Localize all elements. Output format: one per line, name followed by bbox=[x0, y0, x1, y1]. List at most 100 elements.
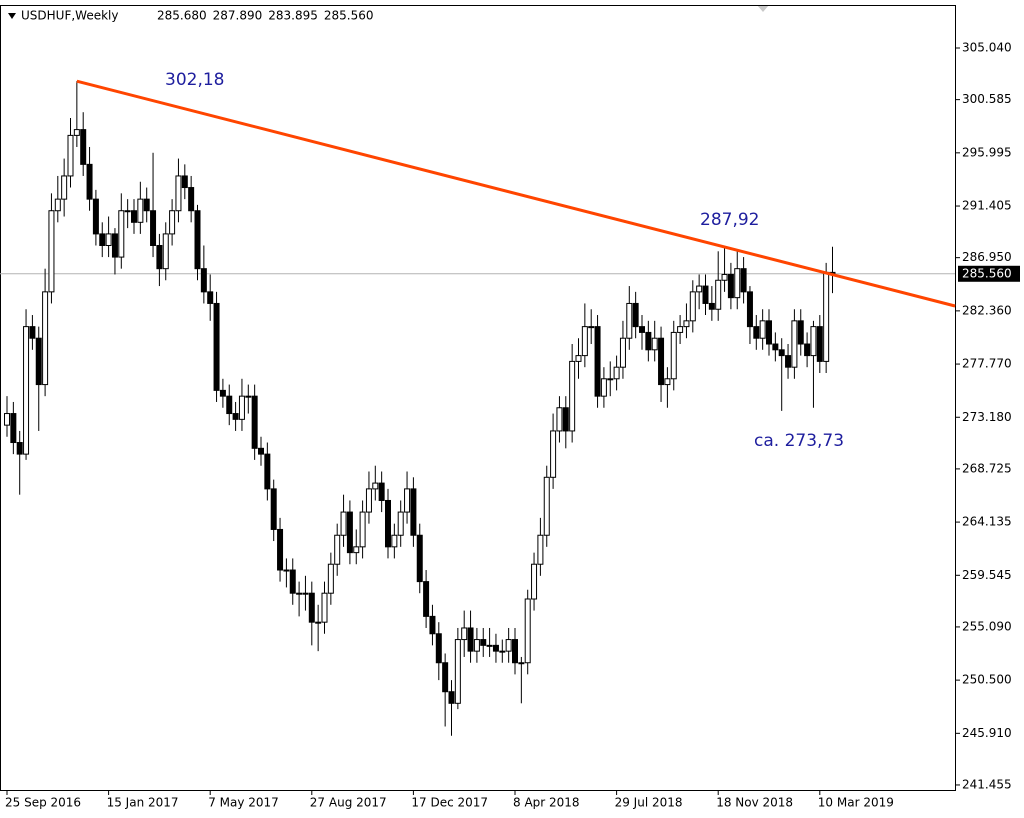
candle-body bbox=[321, 592, 328, 623]
candle-body bbox=[238, 395, 245, 420]
candle-body bbox=[537, 534, 544, 565]
candle-body bbox=[207, 291, 214, 304]
candle-body bbox=[42, 291, 49, 386]
candle-body bbox=[169, 210, 176, 235]
candle-body bbox=[270, 488, 277, 530]
candle-body bbox=[416, 534, 423, 583]
candle-body bbox=[785, 355, 792, 368]
y-tick-label: 250.500 bbox=[962, 673, 1012, 687]
candle-body bbox=[626, 302, 633, 339]
x-tick-label: 7 May 2017 bbox=[208, 796, 279, 810]
candle-body bbox=[708, 302, 715, 310]
candle-body bbox=[67, 134, 74, 177]
candle-body bbox=[35, 337, 42, 386]
candle-body bbox=[219, 389, 226, 397]
candle-body bbox=[670, 331, 677, 380]
x-tick-label: 25 Sep 2016 bbox=[5, 796, 81, 810]
candle-body bbox=[791, 320, 798, 368]
candle-body bbox=[569, 360, 576, 432]
symbol-menu-arrow[interactable] bbox=[8, 13, 16, 19]
candle-body bbox=[429, 615, 436, 635]
candle-body bbox=[48, 210, 55, 293]
candle-body bbox=[816, 326, 823, 362]
candle-body bbox=[797, 320, 804, 345]
candle-body bbox=[575, 355, 582, 362]
candle-body bbox=[619, 337, 626, 368]
trendline bbox=[76, 79, 956, 308]
candle-body bbox=[150, 210, 157, 246]
candle-body bbox=[258, 447, 264, 455]
candle-body bbox=[353, 546, 360, 554]
candle-body bbox=[99, 233, 106, 246]
candle-body bbox=[4, 413, 10, 426]
candle-body bbox=[289, 569, 296, 594]
candle-body bbox=[334, 534, 341, 565]
y-tick-label: 305.040 bbox=[962, 40, 1012, 54]
candle-body bbox=[823, 271, 830, 362]
candle-body bbox=[766, 320, 772, 345]
candle-body bbox=[410, 488, 417, 536]
candle-body bbox=[365, 488, 372, 513]
candle-body bbox=[600, 378, 607, 397]
annotation: 302,18 bbox=[165, 70, 224, 90]
candle-body bbox=[200, 268, 207, 293]
y-tick-label: 291.405 bbox=[962, 199, 1012, 213]
candle-body bbox=[753, 326, 760, 339]
candle-body bbox=[518, 662, 525, 665]
candle-body bbox=[378, 482, 385, 501]
candle-body bbox=[499, 650, 506, 653]
candle-body bbox=[73, 129, 80, 136]
candle-body bbox=[80, 129, 87, 165]
candle-body bbox=[454, 639, 461, 704]
plot-frame bbox=[0, 5, 956, 791]
candle-body bbox=[721, 273, 728, 281]
candle-body bbox=[702, 285, 709, 304]
candle-body bbox=[531, 563, 538, 600]
candle-body bbox=[188, 187, 195, 212]
candle-body bbox=[194, 210, 201, 270]
candle-body bbox=[124, 210, 131, 213]
candle-body bbox=[448, 691, 455, 704]
candle-body bbox=[61, 175, 68, 200]
candle-body bbox=[264, 453, 271, 490]
candle-body bbox=[232, 413, 239, 420]
candle-body bbox=[29, 326, 36, 339]
candle-body bbox=[550, 430, 557, 478]
x-tick-label: 10 Mar 2019 bbox=[818, 796, 894, 810]
x-tick-label: 8 Apr 2018 bbox=[513, 796, 580, 810]
header-value: 283.895 bbox=[268, 9, 318, 23]
y-tick-label: 268.725 bbox=[962, 461, 1012, 475]
candle-body bbox=[391, 534, 398, 548]
candle-body bbox=[461, 627, 468, 641]
candle-body bbox=[340, 511, 347, 536]
candle-body bbox=[562, 407, 569, 432]
candle-body bbox=[696, 285, 703, 293]
candle-body bbox=[404, 488, 411, 513]
candle-body bbox=[346, 511, 353, 554]
y-tick-label: 277.770 bbox=[962, 357, 1012, 371]
y-tick-label: 264.135 bbox=[962, 515, 1012, 529]
candle-body bbox=[505, 639, 512, 652]
candle-body bbox=[372, 482, 379, 490]
candle-body bbox=[715, 279, 722, 310]
candle-body bbox=[613, 366, 620, 380]
candle-body bbox=[327, 563, 334, 594]
candle-body bbox=[759, 320, 766, 339]
ohlc-header: 285.680 287.890 283.895 285.560 bbox=[157, 9, 374, 23]
candle-body bbox=[588, 326, 595, 329]
candle-body bbox=[607, 378, 614, 381]
candle-body bbox=[740, 268, 747, 293]
candle-body bbox=[632, 302, 639, 328]
x-tick-label: 27 Aug 2017 bbox=[310, 796, 387, 810]
candle-body bbox=[277, 528, 284, 571]
x-tick-label: 18 Nov 2018 bbox=[716, 796, 793, 810]
candle-body bbox=[480, 639, 487, 646]
candle-body bbox=[651, 337, 658, 351]
y-tick-label: 282.360 bbox=[962, 303, 1012, 317]
candle-body bbox=[162, 233, 169, 270]
candle-body bbox=[524, 598, 531, 664]
candle-body bbox=[810, 326, 817, 357]
candle-body bbox=[683, 320, 690, 328]
candle-body bbox=[746, 291, 753, 328]
candle-body bbox=[556, 407, 563, 432]
